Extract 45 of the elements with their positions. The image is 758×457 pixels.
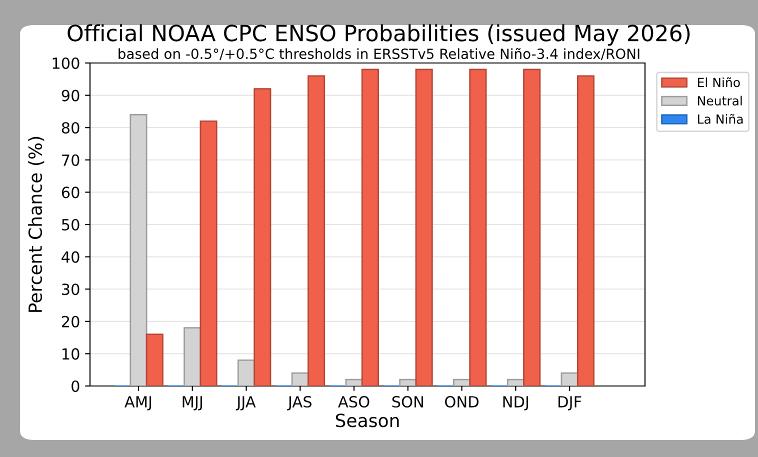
legend-label: La Niña bbox=[698, 114, 743, 124]
x-tick-label: MJJ bbox=[182, 396, 202, 410]
y-tick-label: 70 bbox=[62, 154, 80, 166]
x-tick-label: JAS bbox=[287, 396, 312, 410]
bar bbox=[453, 378, 471, 386]
bar bbox=[254, 88, 272, 386]
bar bbox=[200, 120, 218, 386]
legend-label: El Niño bbox=[698, 77, 740, 88]
bar bbox=[184, 327, 202, 386]
x-tick-label: DJF bbox=[558, 396, 582, 410]
bar bbox=[415, 68, 433, 386]
x-tick-label: ASO bbox=[338, 396, 370, 408]
x-tick-label: SON bbox=[392, 396, 423, 408]
bar bbox=[237, 359, 256, 386]
y-tick-label: 40 bbox=[62, 251, 80, 263]
bar bbox=[560, 372, 578, 386]
y-tick-label: 10 bbox=[62, 348, 80, 360]
bar bbox=[291, 372, 309, 386]
bar bbox=[523, 68, 541, 386]
x-tick-label: NDJ bbox=[503, 396, 528, 410]
chart-title: Official NOAA CPC ENSO Probabilities (issued May 2026) bbox=[68, 24, 690, 46]
y-tick-label: 60 bbox=[62, 186, 80, 198]
bar bbox=[506, 378, 524, 386]
x-tick-label: OND bbox=[445, 396, 478, 408]
y-tick-label: 20 bbox=[62, 316, 80, 328]
bar bbox=[146, 334, 164, 386]
y-tick-label: 0 bbox=[72, 380, 80, 392]
y-tick-label: 90 bbox=[62, 90, 80, 102]
bar bbox=[399, 378, 417, 386]
x-tick-label: AMJ bbox=[124, 396, 152, 410]
bar bbox=[130, 114, 148, 386]
y-tick-label: 100 bbox=[52, 57, 80, 70]
x-tick-label: JJA bbox=[236, 396, 256, 410]
bar bbox=[308, 75, 326, 386]
bar bbox=[576, 75, 595, 386]
bar bbox=[361, 68, 379, 386]
y-tick-label: 80 bbox=[62, 122, 80, 134]
y-tick-label: 50 bbox=[62, 218, 80, 231]
bar bbox=[469, 68, 487, 386]
x-axis-title: Season bbox=[336, 414, 399, 428]
legend-label: Neutral bbox=[698, 96, 742, 106]
y-axis-title: Percent Chance (%) bbox=[28, 136, 44, 312]
y-tick-label: 30 bbox=[62, 284, 80, 296]
chart-subtitle: based on -0.5°/+0.5°C thresholds in ERSSTv5 Relative Niño-3.4 index/RONI bbox=[118, 48, 640, 60]
bar bbox=[345, 378, 363, 386]
